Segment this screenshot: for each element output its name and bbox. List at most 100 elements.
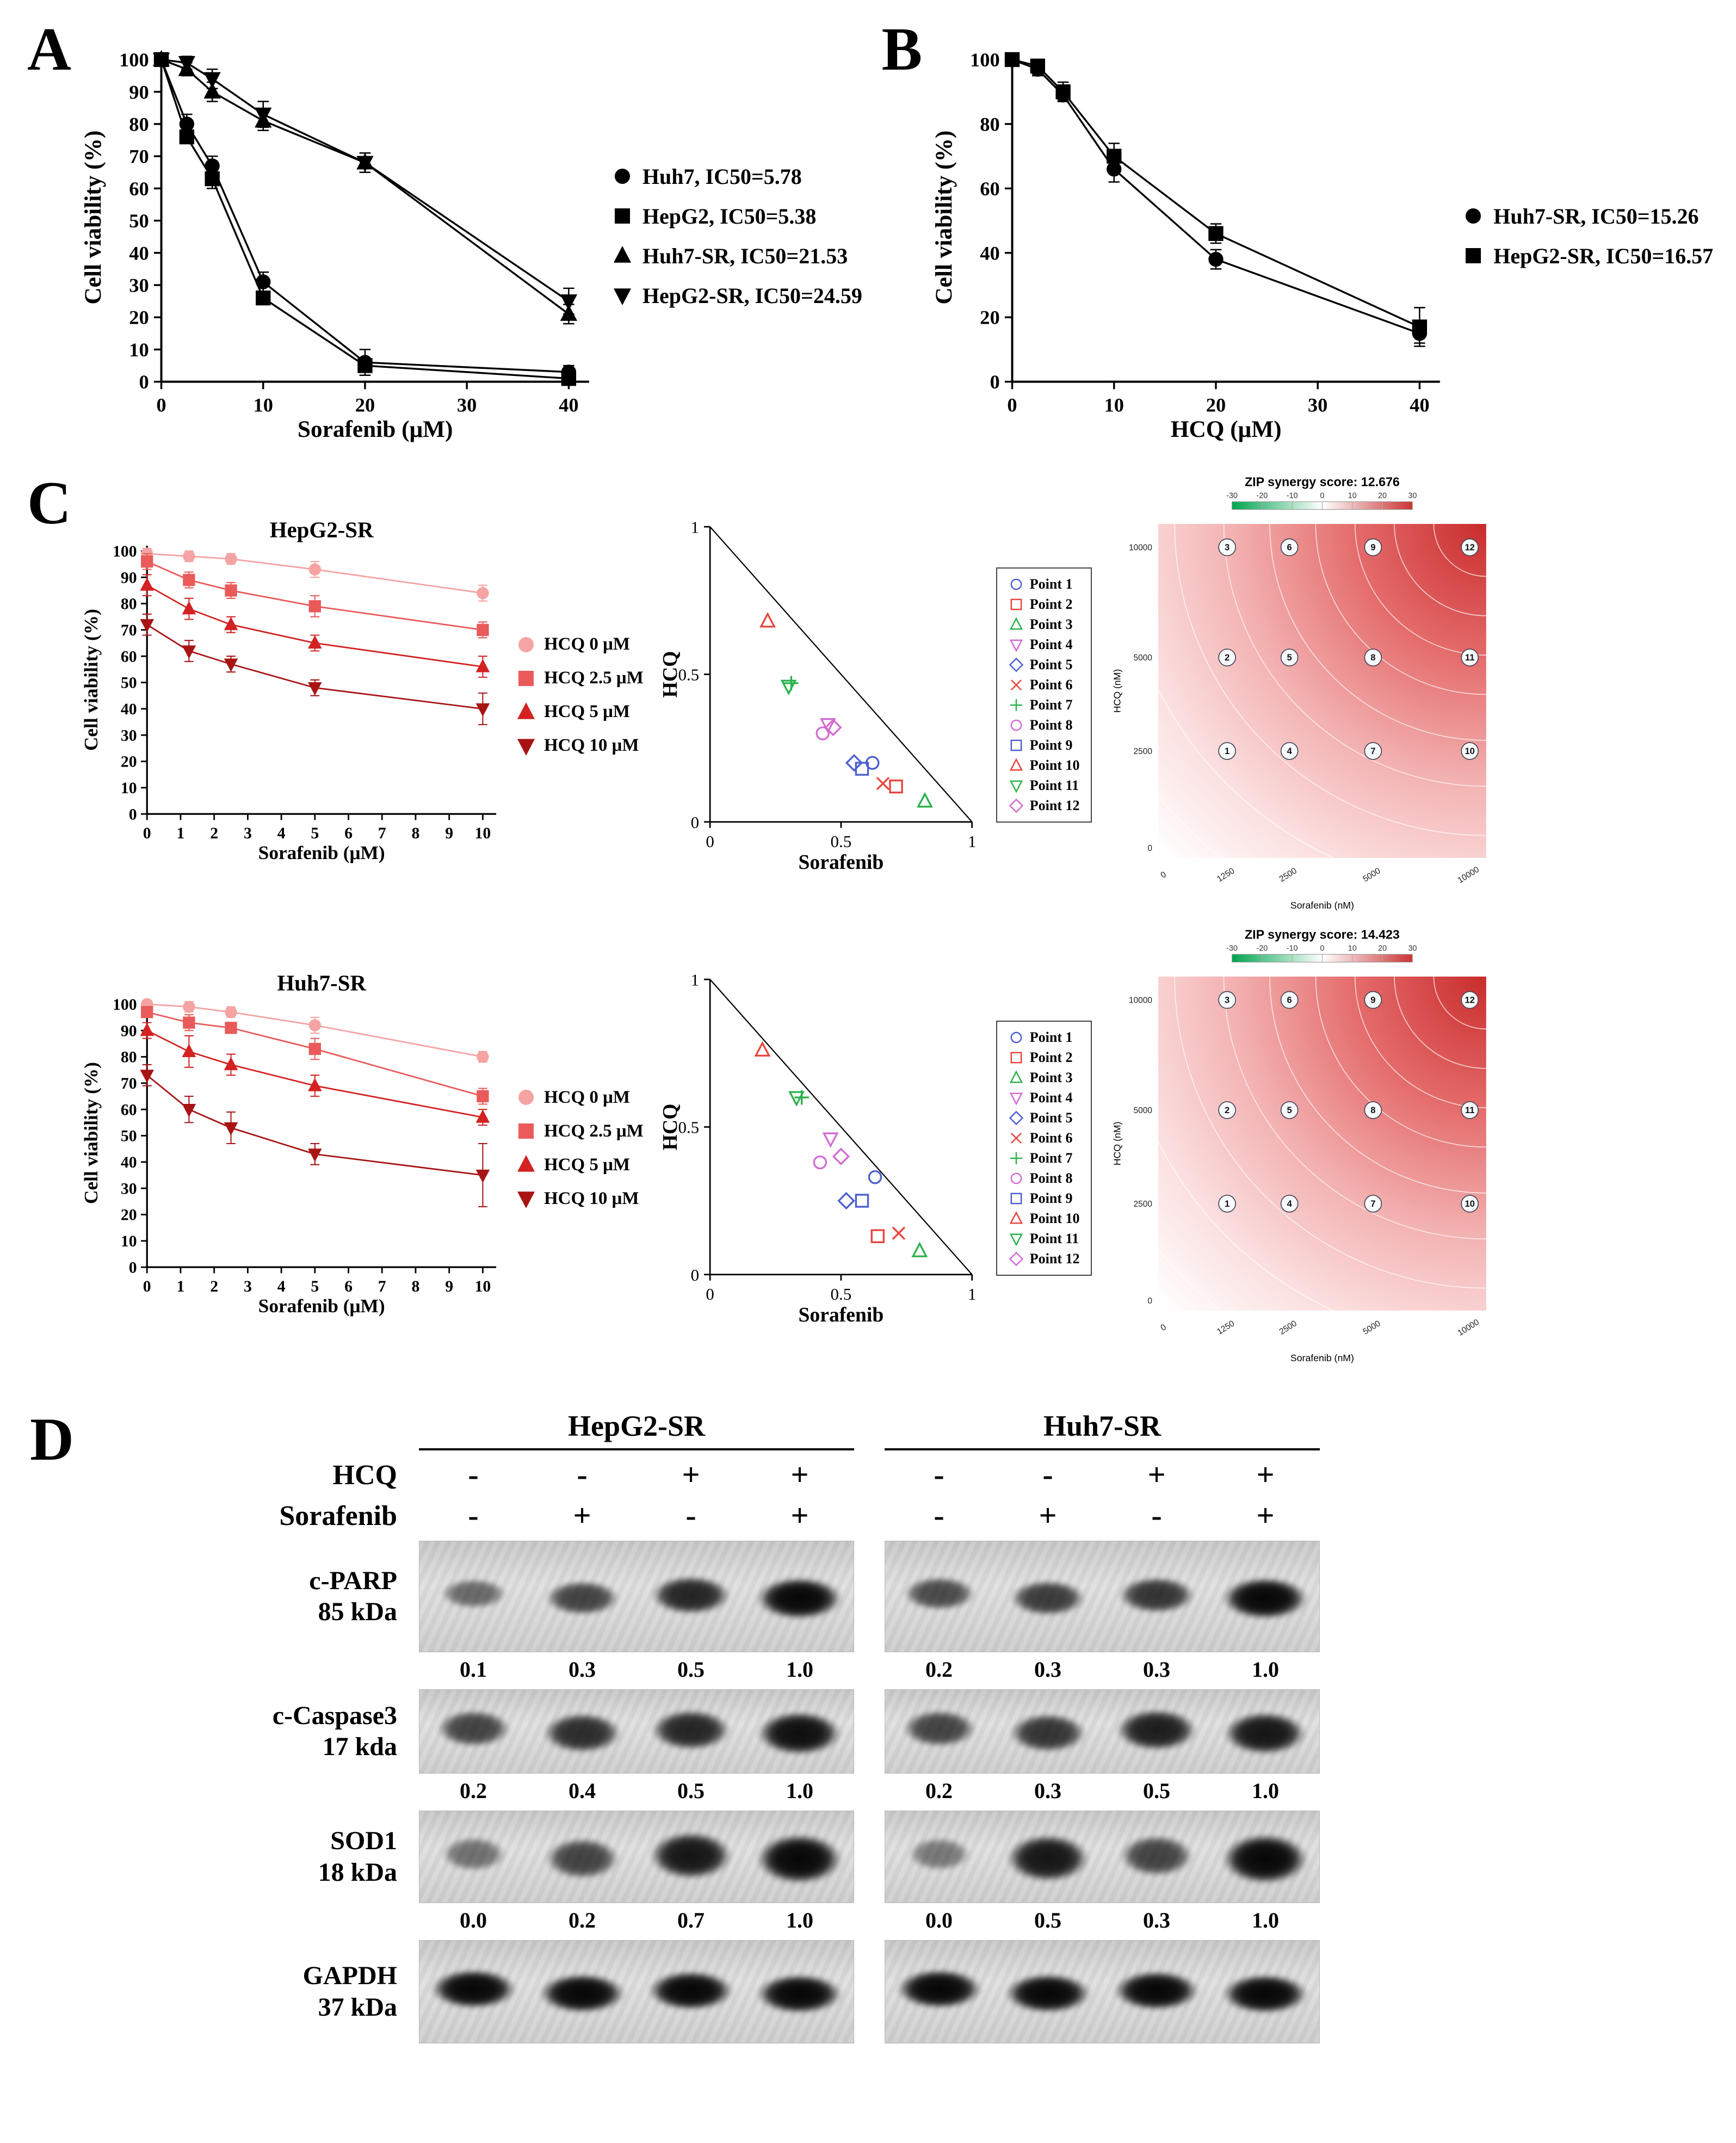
- protein-band: [1119, 1834, 1194, 1877]
- svg-text:40: 40: [980, 242, 999, 264]
- protein-band: [1223, 1711, 1307, 1756]
- huh7-sr-dose-chart: Huh7-SR 0 1 2 3 4 5 6 7 8 9 10 0 10 20 30 40 50 60 70 80 90 10…: [76, 971, 644, 1325]
- quant-value: 0.5: [1034, 1907, 1061, 1932]
- legend-item: Point 10: [1008, 757, 1080, 774]
- legend-item: Point 4: [1008, 1090, 1080, 1106]
- svg-text:100: 100: [113, 542, 137, 560]
- circle-marker-icon: [1010, 1032, 1022, 1043]
- blot-name: SOD1: [330, 1826, 397, 1856]
- hepg2-sr-synergy-heatmap: ZIP synergy score: 12.676 -30 -20 -10 0 10 20 3…: [1107, 473, 1504, 918]
- legend-label: Point 5: [1029, 657, 1073, 673]
- svg-text:1: 1: [177, 824, 185, 842]
- spacer: [92, 1670, 419, 1671]
- legend-item: Point 10: [1008, 1211, 1080, 1227]
- svg-text:0: 0: [129, 1258, 137, 1276]
- condition-sign: +: [1256, 1498, 1275, 1534]
- svg-text:0.5: 0.5: [678, 1118, 699, 1137]
- svg-text:70: 70: [121, 621, 137, 639]
- svg-text:7: 7: [378, 1277, 386, 1295]
- legend-item: Point 7: [1008, 1150, 1080, 1166]
- x-marker-icon: [1010, 680, 1022, 691]
- svg-text:7: 7: [378, 824, 386, 842]
- protein-band: [542, 1712, 622, 1753]
- svg-text:Sorafenib (μM): Sorafenib (μM): [258, 1295, 385, 1317]
- condition-values: - - + +: [419, 1459, 854, 1491]
- square-marker-icon: [518, 670, 534, 686]
- svg-text:8: 8: [1370, 652, 1375, 663]
- legend-label: Point 6: [1029, 1129, 1073, 1146]
- svg-text:0: 0: [1147, 1296, 1152, 1306]
- svg-text:8: 8: [412, 824, 420, 842]
- svg-text:2: 2: [1225, 1105, 1230, 1115]
- svg-text:0: 0: [139, 371, 149, 393]
- svg-text:20: 20: [1206, 394, 1226, 416]
- panel-c-label: C: [27, 469, 71, 537]
- hepg2-sr-dose-chart: HepG2-SR 0 1 2 3 4 5 6 7 8 9 10 0 10 20 30 40 50 60 70 80 90 1…: [76, 518, 644, 872]
- svg-text:100: 100: [119, 49, 149, 71]
- spacer: [854, 1596, 885, 1597]
- svg-text:4: 4: [1287, 1199, 1292, 1209]
- legend-label: Point 6: [1029, 677, 1073, 693]
- legend-label: HCQ 5 μM: [544, 702, 631, 722]
- huh7-sr-synergy-heatmap: ZIP synergy score: 14.423 -30 -20 -10 0 10 20 3…: [1107, 925, 1504, 1370]
- circle-marker-icon: [1010, 1172, 1022, 1184]
- svg-text:80: 80: [121, 1048, 137, 1066]
- blot-size: 37 kDa: [318, 1992, 397, 2022]
- protein-band: [1221, 1833, 1309, 1885]
- svg-text:0.5: 0.5: [678, 665, 699, 684]
- svg-text:40: 40: [121, 1153, 137, 1171]
- legend-label: HCQ 2.5 μM: [544, 1121, 644, 1141]
- condition-sign: -: [468, 1457, 479, 1493]
- square-marker-icon: [1010, 1052, 1022, 1064]
- panel-a-label: A: [27, 16, 71, 83]
- blot-image: [885, 1689, 1320, 1774]
- svg-text:-10: -10: [1286, 491, 1298, 500]
- panel-b-chart: 0 10 20 30 40 0 20 40 60 80 100 HCQ (μM) Cell viabil…: [925, 19, 1713, 453]
- svg-text:40: 40: [559, 394, 578, 416]
- svg-text:5000: 5000: [1361, 866, 1382, 884]
- svg-text:10: 10: [1104, 394, 1124, 416]
- legend-item: HepG2-SR, IC50=24.59: [611, 283, 862, 308]
- row-ab: A 0 10 20 30 40 0 10 20 30 40 50 60 70 80 90 100 Sorafen…: [11, 8, 1725, 453]
- svg-text:0: 0: [143, 824, 151, 842]
- huh7-sr-isobologram: 0 0 0.5 0.5 1 1 Sorafenib HCQ Point 1 Point 2 Poi…: [659, 961, 1092, 1335]
- svg-text:Sorafenib (nM): Sorafenib (nM): [1290, 899, 1354, 910]
- legend-item: Point 3: [1008, 616, 1080, 633]
- blot-image: [419, 1940, 854, 2043]
- svg-text:30: 30: [1408, 491, 1417, 500]
- svg-text:1250: 1250: [1215, 1319, 1236, 1337]
- svg-text:Cell viability (%): Cell viability (%): [80, 131, 106, 305]
- legend-item: Point 4: [1008, 637, 1080, 653]
- legend-item: Point 1: [1008, 1029, 1080, 1046]
- svg-text:-10: -10: [1286, 944, 1298, 953]
- protein-band: [1221, 1577, 1309, 1621]
- quant-values: 0.2 0.3 0.5 1.0: [885, 1780, 1320, 1802]
- svg-text:10: 10: [475, 824, 491, 842]
- svg-text:12: 12: [1465, 542, 1474, 552]
- quant-value: 0.3: [569, 1657, 596, 1682]
- svg-text:50: 50: [121, 674, 137, 692]
- protein-band: [1115, 1708, 1198, 1752]
- condition-sign: +: [790, 1457, 809, 1493]
- svg-text:0: 0: [690, 812, 699, 831]
- quant-value: 0.2: [460, 1778, 487, 1803]
- svg-text:10: 10: [475, 1277, 491, 1295]
- quant-value: 0.4: [569, 1778, 596, 1803]
- svg-text:Cell viability (%): Cell viability (%): [81, 609, 102, 751]
- huh7-sr-dose-plot: Huh7-SR 0 1 2 3 4 5 6 7 8 9 10 0 10 20 30 40 50 60 70 80 90 10…: [76, 971, 511, 1325]
- svg-text:20: 20: [121, 1206, 137, 1224]
- protein-band: [545, 1837, 620, 1880]
- svg-text:3: 3: [1225, 542, 1230, 552]
- svg-text:1: 1: [177, 1277, 185, 1295]
- plus-marker-icon: [1010, 1152, 1022, 1164]
- svg-text:70: 70: [121, 1074, 137, 1092]
- svg-text:40: 40: [121, 700, 137, 718]
- legend-label: HCQ 2.5 μM: [544, 668, 644, 688]
- svg-text:2500: 2500: [1133, 747, 1152, 756]
- svg-text:60: 60: [129, 178, 149, 200]
- quant-value: 0.2: [925, 1657, 953, 1682]
- quant-value: 0.7: [677, 1907, 705, 1932]
- triangle-down-marker-icon: [1009, 1233, 1023, 1246]
- blot-label: GAPDH 37 kDa: [92, 1960, 419, 2023]
- svg-text:80: 80: [980, 113, 999, 135]
